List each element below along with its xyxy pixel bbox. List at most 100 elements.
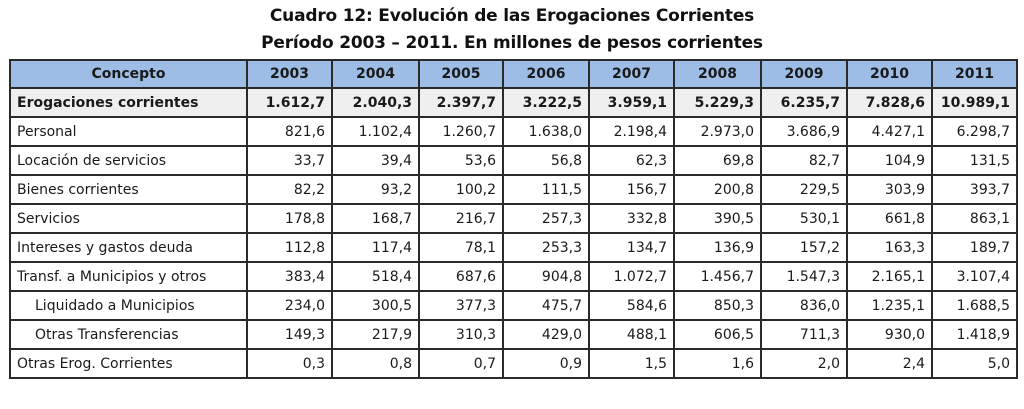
cell-2010: 7.828,6 [846, 87, 933, 118]
column-header-2005: 2005 [418, 59, 504, 89]
cell-2006: 0,9 [502, 348, 590, 379]
cell-2011: 5,0 [931, 348, 1018, 379]
cell-2011: 863,1 [931, 203, 1018, 234]
cell-2003: 0,3 [246, 348, 333, 379]
row-label: Transf. a Municipios y otros [9, 261, 248, 292]
cell-2005: 216,7 [418, 203, 504, 234]
cell-2010: 163,3 [846, 232, 933, 263]
cell-2007: 584,6 [588, 290, 675, 321]
cell-2005: 1.260,7 [418, 116, 504, 147]
cell-2009: 3.686,9 [760, 116, 848, 147]
cell-2003: 1.612,7 [246, 87, 333, 118]
cell-2006: 904,8 [502, 261, 590, 292]
row-label: Otras Erog. Corrientes [9, 348, 248, 379]
cell-2009: 836,0 [760, 290, 848, 321]
table-row: Personal 821,6 1.102,4 1.260,7 1.638,0 2.198,… [9, 116, 1018, 147]
cell-2010: 303,9 [846, 174, 933, 205]
cell-2005: 377,3 [418, 290, 504, 321]
cell-2007: 488,1 [588, 319, 675, 350]
table-subtitle: Período 2003 – 2011. En millones de peso… [261, 33, 763, 53]
cell-2005: 0,7 [418, 348, 504, 379]
table-title: Cuadro 12: Evolución de las Erogaciones … [269, 6, 755, 26]
cell-2003: 821,6 [246, 116, 333, 147]
cell-2004: 518,4 [331, 261, 420, 292]
table-row: Transf. a Municipios y otros 383,4 518,4 68… [9, 261, 1018, 292]
cell-2004: 93,2 [331, 174, 420, 205]
cell-2010: 1.235,1 [846, 290, 933, 321]
row-label: Otras Transferencias [9, 319, 248, 350]
cell-2003: 178,8 [246, 203, 333, 234]
cell-2004: 300,5 [331, 290, 420, 321]
cell-2010: 2,4 [846, 348, 933, 379]
cell-2004: 117,4 [331, 232, 420, 263]
cell-2006: 257,3 [502, 203, 590, 234]
cell-2003: 149,3 [246, 319, 333, 350]
row-label: Liquidado a Municipios [9, 290, 248, 321]
cell-2009: 6.235,7 [760, 87, 848, 118]
cell-2004: 0,8 [331, 348, 420, 379]
cell-2008: 5.229,3 [673, 87, 762, 118]
cell-2009: 711,3 [760, 319, 848, 350]
column-header-2011: 2011 [931, 59, 1018, 89]
cell-2008: 2.973,0 [673, 116, 762, 147]
cell-2003: 112,8 [246, 232, 333, 263]
cell-2003: 234,0 [246, 290, 333, 321]
cell-2006: 56,8 [502, 145, 590, 176]
cell-2011: 1.688,5 [931, 290, 1018, 321]
cell-2005: 310,3 [418, 319, 504, 350]
column-header-concepto: Concepto [9, 59, 248, 89]
expenditure-table: Concepto 2003 2004 2005 2006 2007 2008 2009 2010… [9, 59, 1018, 379]
row-label: Intereses y gastos deuda [9, 232, 248, 263]
cell-2010: 661,8 [846, 203, 933, 234]
cell-2006: 3.222,5 [502, 87, 590, 118]
cell-2006: 1.638,0 [502, 116, 590, 147]
cell-2010: 2.165,1 [846, 261, 933, 292]
table-row: Otras Erog. Corrientes 0,3 0,8 0,7 0,9 1,5 1,6… [9, 348, 1018, 379]
table-row: Servicios 178,8 168,7 216,7 257,3 332,8 390,5 5… [9, 203, 1018, 234]
column-header-2003: 2003 [246, 59, 333, 89]
table-row: Intereses y gastos deuda 112,8 117,4 78,1 25… [9, 232, 1018, 263]
cell-2004: 217,9 [331, 319, 420, 350]
cell-2009: 1.547,3 [760, 261, 848, 292]
cell-2008: 69,8 [673, 145, 762, 176]
column-header-2004: 2004 [331, 59, 420, 89]
row-label: Servicios [9, 203, 248, 234]
cell-2003: 33,7 [246, 145, 333, 176]
cell-2008: 850,3 [673, 290, 762, 321]
cell-2011: 393,7 [931, 174, 1018, 205]
cell-2006: 475,7 [502, 290, 590, 321]
cell-2011: 6.298,7 [931, 116, 1018, 147]
cell-2007: 156,7 [588, 174, 675, 205]
cell-2005: 100,2 [418, 174, 504, 205]
cell-2007: 2.198,4 [588, 116, 675, 147]
column-header-2009: 2009 [760, 59, 848, 89]
cell-2008: 200,8 [673, 174, 762, 205]
table-row: Bienes corrientes 82,2 93,2 100,2 111,5 156,7… [9, 174, 1018, 205]
column-header-2007: 2007 [588, 59, 675, 89]
cell-2011: 189,7 [931, 232, 1018, 263]
row-label: Locación de servicios [9, 145, 248, 176]
cell-2010: 930,0 [846, 319, 933, 350]
row-label: Erogaciones corrientes [9, 87, 248, 118]
cell-2005: 687,6 [418, 261, 504, 292]
cell-2011: 131,5 [931, 145, 1018, 176]
cell-2008: 1,6 [673, 348, 762, 379]
cell-2003: 82,2 [246, 174, 333, 205]
cell-2007: 1,5 [588, 348, 675, 379]
column-header-2010: 2010 [846, 59, 933, 89]
cell-2009: 82,7 [760, 145, 848, 176]
cell-2004: 1.102,4 [331, 116, 420, 147]
cell-2007: 62,3 [588, 145, 675, 176]
cell-2009: 157,2 [760, 232, 848, 263]
table-row: Liquidado a Municipios 234,0 300,5 377,3 475… [9, 290, 1018, 321]
cell-2011: 3.107,4 [931, 261, 1018, 292]
cell-2004: 168,7 [331, 203, 420, 234]
cell-2007: 1.072,7 [588, 261, 675, 292]
cell-2005: 53,6 [418, 145, 504, 176]
column-header-2006: 2006 [502, 59, 590, 89]
cell-2006: 253,3 [502, 232, 590, 263]
cell-2010: 4.427,1 [846, 116, 933, 147]
cell-2011: 10.989,1 [931, 87, 1018, 118]
cell-2004: 2.040,3 [331, 87, 420, 118]
cell-2003: 383,4 [246, 261, 333, 292]
